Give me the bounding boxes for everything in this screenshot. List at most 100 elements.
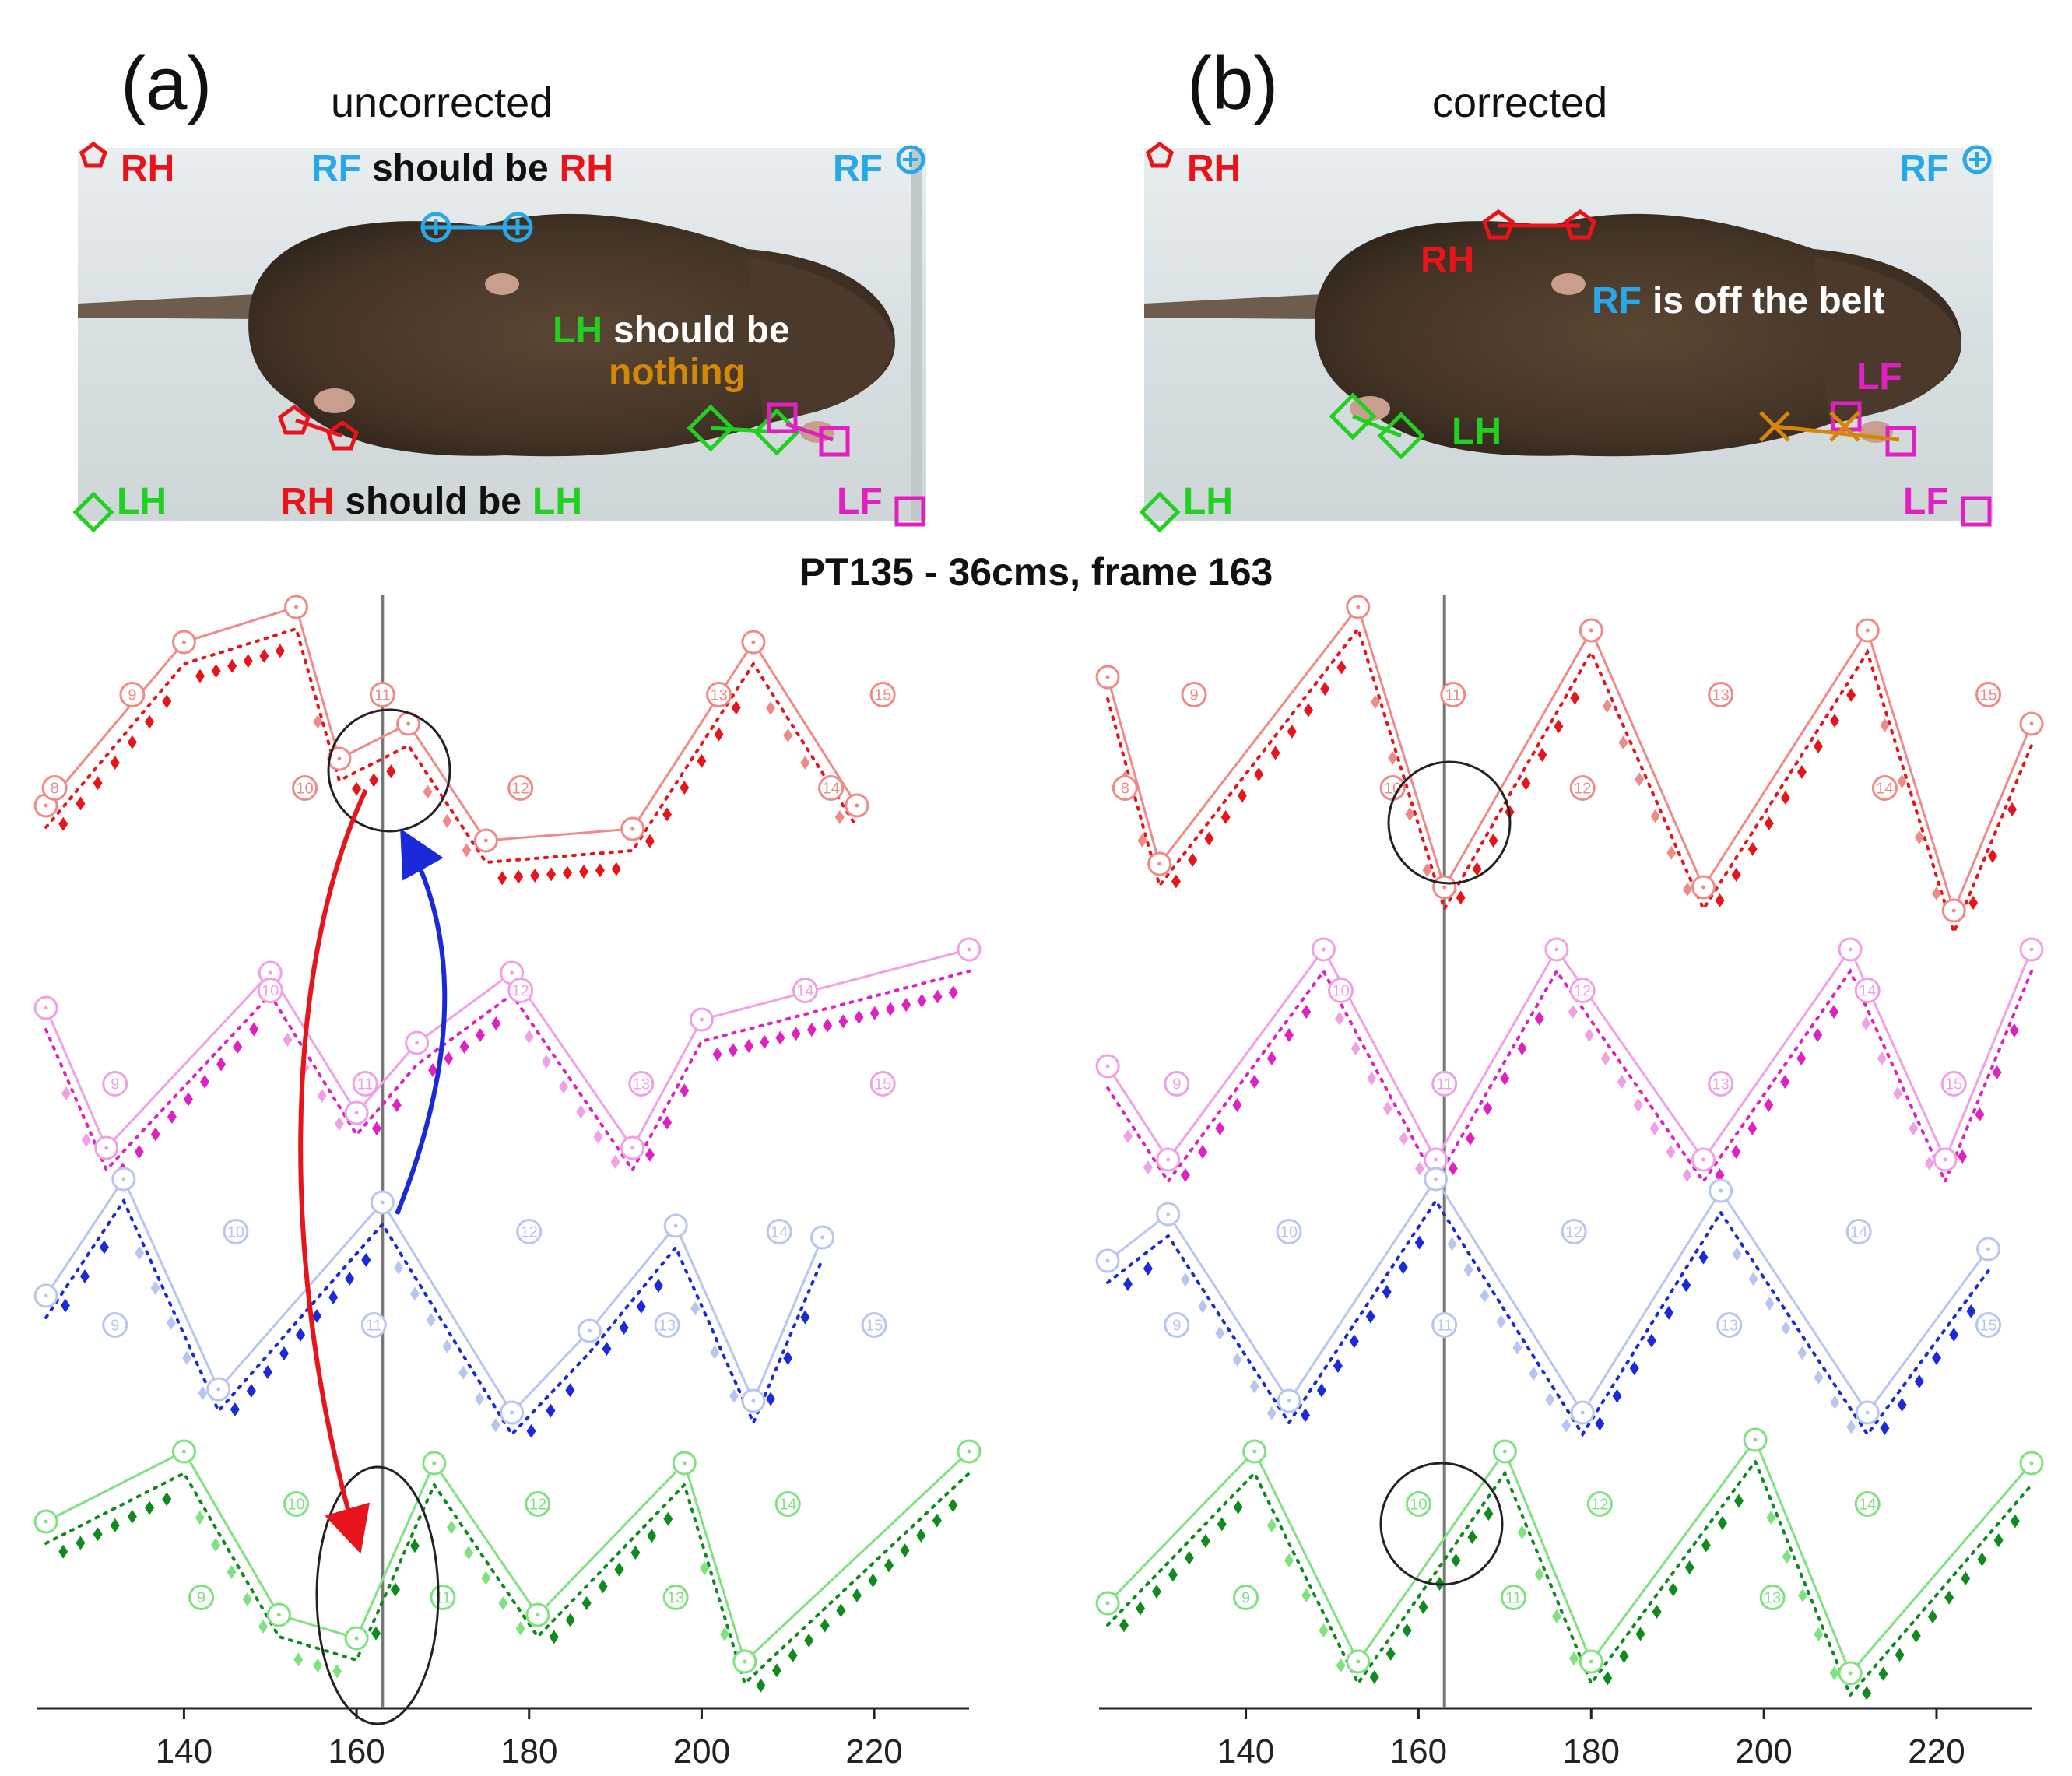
- step-number: 15: [1945, 1076, 1962, 1093]
- step-number-badge: [525, 1491, 551, 1517]
- data-point: [630, 1546, 641, 1560]
- step-marker-dot: [1356, 605, 1361, 609]
- step-number: 11: [1436, 1076, 1452, 1093]
- data-point: [1748, 1272, 1758, 1286]
- step-marker-dot: [855, 803, 859, 808]
- data-point: [595, 863, 605, 878]
- step-number: 11: [1436, 1318, 1452, 1335]
- step-number-badge: [1112, 775, 1138, 801]
- step-number: 14: [1876, 781, 1893, 798]
- rh-marker-pair: [278, 404, 359, 451]
- data-point: [710, 1345, 720, 1360]
- data-point: [279, 1346, 289, 1360]
- step-number: 12: [512, 781, 529, 798]
- data-point: [58, 816, 68, 831]
- legend-rf: RF: [833, 148, 883, 189]
- data-point: [1731, 868, 1741, 882]
- data-point: [1958, 1149, 1968, 1164]
- step-marker-dot: [181, 640, 186, 644]
- data-point: [1682, 1168, 1692, 1182]
- data-point: [565, 1613, 575, 1627]
- data-point: [1897, 774, 1907, 788]
- data-point: [1422, 863, 1432, 877]
- data-point: [1188, 853, 1198, 867]
- data-point: [1512, 1340, 1522, 1355]
- data-point: [1909, 1121, 1919, 1135]
- step-number: 10: [262, 983, 279, 1000]
- step-marker-dot: [682, 1461, 687, 1465]
- series-line-rf: [1107, 1177, 1989, 1415]
- data-point: [332, 1664, 342, 1679]
- data-point: [211, 1538, 221, 1552]
- step-marker-dot: [294, 605, 298, 609]
- callout-circle: [1379, 1462, 1504, 1586]
- data-point: [1551, 1609, 1561, 1623]
- series-dotted-rf: [1106, 1198, 1990, 1437]
- data-point: [1284, 1553, 1294, 1567]
- step-number-badge: [1854, 978, 1881, 1003]
- data-point: [1382, 1285, 1392, 1299]
- data-point: [227, 1565, 237, 1579]
- data-point: [854, 1010, 864, 1025]
- step-number: 14: [771, 1224, 788, 1241]
- step-marker-dot: [1434, 1177, 1438, 1181]
- data-point: [1266, 1051, 1277, 1065]
- data-point: [491, 1016, 501, 1030]
- step-marker-dot: [216, 1387, 221, 1392]
- label-lf-moved: LF: [1856, 356, 1902, 398]
- data-point: [1472, 862, 1482, 876]
- series-dotted-lh: [1106, 1458, 2033, 1698]
- data-point: [1829, 1005, 1839, 1019]
- data-point: [352, 781, 362, 796]
- step-number-badge: [654, 1312, 680, 1338]
- data-point: [1370, 695, 1380, 709]
- series-line-lh: [45, 1450, 971, 1664]
- data-point: [167, 1110, 177, 1124]
- step-marker-dot: [354, 1636, 359, 1641]
- paw: [485, 273, 519, 295]
- step-number: 10: [296, 781, 313, 798]
- data-point: [195, 669, 205, 683]
- step-number-badge: [1431, 1071, 1458, 1097]
- step-number-badge: [188, 1585, 215, 1610]
- data-point: [1143, 1262, 1153, 1276]
- data-point: [233, 1040, 243, 1054]
- annotation-lh: LH should be: [553, 310, 790, 351]
- data-point: [444, 1051, 454, 1065]
- data-point: [390, 1582, 400, 1597]
- data-point: [1415, 1161, 1425, 1176]
- step-marker-dot: [1701, 885, 1705, 890]
- data-point: [690, 1301, 701, 1316]
- series-dotted-lf: [1106, 967, 2033, 1186]
- data-point: [932, 1513, 942, 1528]
- step-number: 14: [1859, 983, 1876, 1000]
- step-number-badge: [360, 1312, 387, 1338]
- data-point: [1336, 660, 1347, 675]
- step-marker-dot: [354, 1111, 359, 1115]
- step-number-badge: [628, 1071, 655, 1097]
- data-point: [1180, 1168, 1190, 1182]
- data-point: [1463, 1262, 1473, 1277]
- data-point: [1668, 1582, 1678, 1597]
- data-point: [1829, 1666, 1839, 1680]
- step-number: 8: [1121, 781, 1129, 798]
- blue-arrow: [395, 828, 448, 1216]
- step-number: 9: [111, 1076, 119, 1093]
- data-point: [2010, 1514, 2020, 1529]
- callout-circle: [1387, 760, 1512, 885]
- step-number: 15: [1979, 687, 1996, 704]
- panel-b-labels: (b) corrected RH RF RH RF is off the belt…: [1139, 42, 1992, 533]
- annotation-rh: RH should be LH: [280, 481, 582, 522]
- data-point: [869, 1006, 880, 1020]
- data-point: [1529, 1367, 1539, 1381]
- data-point: [150, 1127, 160, 1142]
- data-point: [1237, 788, 1247, 803]
- step-marker-dot: [967, 947, 971, 952]
- data-point: [369, 773, 379, 788]
- legend-lf: LF: [837, 481, 883, 522]
- step-number-badge: [1164, 1312, 1190, 1338]
- step-marker-dot: [181, 1449, 186, 1454]
- data-point: [386, 764, 396, 779]
- data-point: [259, 648, 269, 663]
